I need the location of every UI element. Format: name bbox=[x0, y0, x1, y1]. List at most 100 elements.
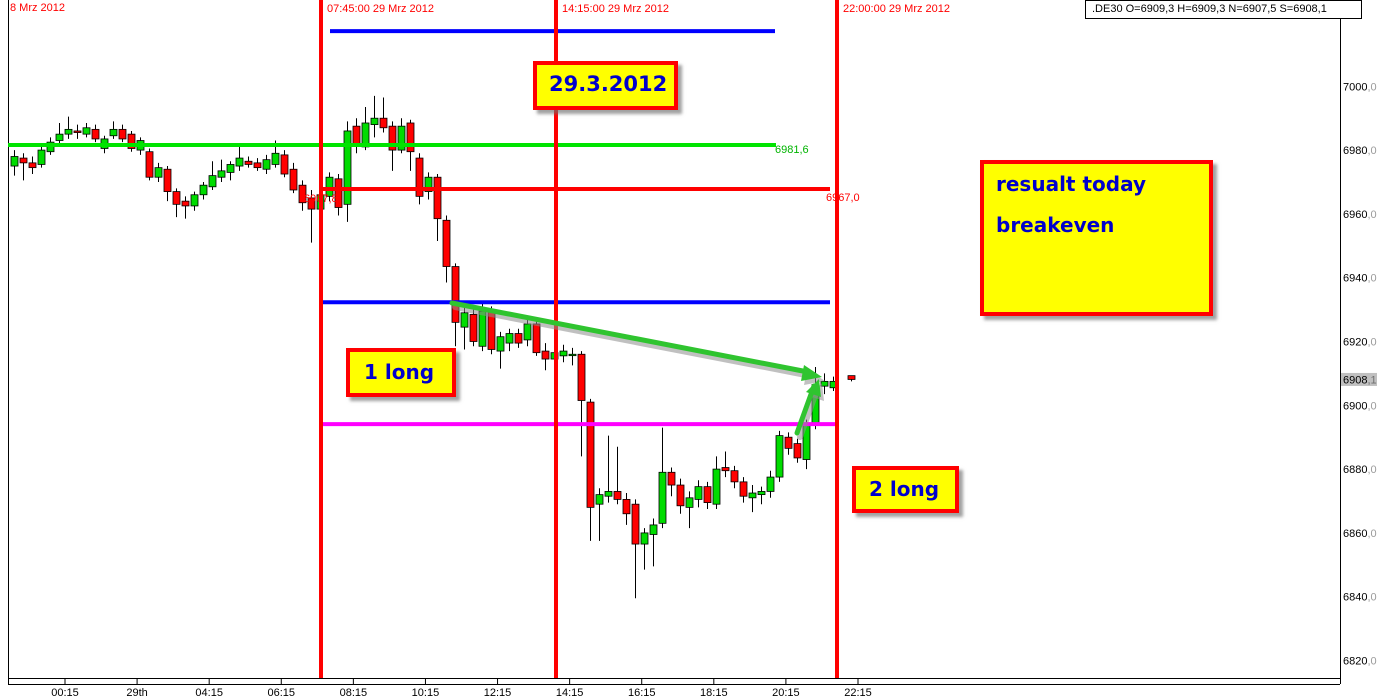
result-annotation-box[interactable]: resualt today breakeven bbox=[980, 160, 1213, 316]
candle-body-down bbox=[253, 162, 262, 169]
candle-body-up bbox=[64, 128, 73, 135]
candle-body-up bbox=[604, 491, 613, 497]
trade1-arrow-shadow bbox=[452, 304, 814, 379]
date-annotation-box[interactable]: 29.3.2012 bbox=[533, 61, 678, 110]
candle-body-up bbox=[226, 164, 235, 173]
y-axis-label: 6920,0 bbox=[1343, 337, 1377, 349]
candle-body-up bbox=[820, 380, 829, 387]
y-axis-label: 6880,0 bbox=[1343, 464, 1377, 476]
candle-body-down bbox=[586, 401, 595, 508]
candle-body-up bbox=[658, 471, 667, 524]
candle-body-down bbox=[406, 122, 415, 153]
x-axis-label: 18:15 bbox=[700, 687, 728, 699]
candle-body-down bbox=[415, 157, 424, 197]
y-axis-label: 6900,0 bbox=[1343, 400, 1377, 412]
y-axis-label: 6820,0 bbox=[1343, 656, 1377, 668]
entry1-annotation-text: 1 long bbox=[364, 360, 435, 384]
x-axis-label: 08:15 bbox=[340, 687, 368, 699]
candle-body-up bbox=[766, 476, 775, 492]
candle-body-up bbox=[568, 353, 577, 357]
candle-body-up bbox=[523, 323, 532, 341]
session-vline-time-label: 22:00:00 29 Mrz 2012 bbox=[843, 3, 950, 15]
x-axis-label: 16:15 bbox=[628, 687, 656, 699]
candle-body-down bbox=[244, 160, 253, 165]
session-vline-time-label: 14:15:00 29 Mrz 2012 bbox=[562, 3, 669, 15]
x-axis-label: 06:15 bbox=[268, 687, 296, 699]
level-red-price-label: 6967,0 bbox=[826, 192, 860, 204]
candle-body-up bbox=[55, 133, 64, 141]
candle-body-up bbox=[757, 491, 766, 496]
candle-body-down bbox=[307, 197, 316, 210]
candle-body-up bbox=[397, 125, 406, 151]
candle-body-up bbox=[424, 176, 433, 192]
x-axis-label: 12:15 bbox=[484, 687, 512, 699]
candle-body-down bbox=[703, 486, 712, 503]
y-axis-label: 6980,0 bbox=[1343, 145, 1377, 157]
candle-body-up bbox=[775, 435, 784, 478]
candle-body-down bbox=[181, 200, 190, 207]
candle-body-down bbox=[118, 128, 127, 140]
candle-body-down bbox=[73, 130, 82, 133]
candle-body-up bbox=[505, 333, 514, 344]
x-axis-label: 14:15 bbox=[556, 687, 584, 699]
trade1-arrow[interactable] bbox=[449, 300, 811, 375]
entry2-annotation-box[interactable]: 2 long bbox=[852, 466, 959, 513]
candle-body-up bbox=[343, 130, 352, 205]
candle-body-down bbox=[622, 499, 631, 515]
candle-body-down bbox=[613, 491, 622, 500]
session-vline-time-label: 07:45:00 29 Mrz 2012 bbox=[327, 3, 434, 15]
candle-body-up bbox=[685, 497, 694, 508]
candle-body-up bbox=[712, 468, 721, 505]
y-axis-label: 6840,0 bbox=[1343, 592, 1377, 604]
entry1-annotation-box[interactable]: 1 long bbox=[346, 348, 456, 397]
candle-body-down bbox=[91, 128, 100, 140]
candle-body-up bbox=[271, 152, 280, 165]
candle-body-down bbox=[298, 184, 307, 204]
x-axis-label: 22:15 bbox=[844, 687, 872, 699]
y-axis-label: 6940,0 bbox=[1343, 273, 1377, 285]
candle-body-down bbox=[28, 162, 37, 169]
candle-body-down bbox=[730, 470, 739, 483]
candle-body-down bbox=[127, 133, 136, 149]
candle-body-down bbox=[379, 117, 388, 129]
candle-body-up bbox=[37, 149, 46, 165]
x-axis-label: 00:15 bbox=[51, 687, 79, 699]
candle-body-up bbox=[649, 524, 658, 535]
y-axis-label: 6960,0 bbox=[1343, 209, 1377, 221]
candle-body-down bbox=[280, 154, 289, 175]
candle-body-up bbox=[199, 184, 208, 196]
candle-body-up bbox=[235, 157, 244, 167]
candle-body-down bbox=[433, 176, 442, 220]
candle-body-down bbox=[721, 467, 730, 472]
candle-body-down bbox=[172, 191, 181, 205]
candle-body-down bbox=[163, 168, 172, 192]
candle-body-down bbox=[352, 125, 361, 146]
candle-body-up bbox=[262, 159, 271, 170]
result-annotation-line1: resualt today bbox=[996, 172, 1146, 196]
candle-body-up bbox=[640, 532, 649, 545]
candle-body-up bbox=[208, 175, 217, 188]
candle-body-down bbox=[793, 443, 802, 459]
candle-body-down bbox=[577, 353, 586, 401]
candle-body-down bbox=[442, 219, 451, 267]
trade2-arrow-head bbox=[806, 379, 821, 397]
candle-body-down bbox=[388, 125, 397, 151]
trade2-arrow[interactable] bbox=[794, 383, 817, 436]
candle-body-up bbox=[748, 492, 757, 499]
candle-body-down bbox=[784, 436, 793, 449]
candle-body-down bbox=[532, 323, 541, 354]
x-axis-label: 10:15 bbox=[412, 687, 440, 699]
x-axis-label: 20:15 bbox=[772, 687, 800, 699]
candle-body-down bbox=[739, 481, 748, 497]
candle-body-down bbox=[676, 484, 685, 507]
candle-body-up bbox=[82, 127, 91, 135]
result-annotation-line2: breakeven bbox=[996, 213, 1115, 237]
candle-body-down bbox=[19, 157, 28, 164]
candle-body-up bbox=[154, 167, 163, 178]
candle-body-up bbox=[10, 156, 19, 167]
y-axis-label: 7000,0 bbox=[1343, 81, 1377, 93]
candle-body-up bbox=[370, 117, 379, 125]
y-axis-label: 6860,0 bbox=[1343, 528, 1377, 540]
